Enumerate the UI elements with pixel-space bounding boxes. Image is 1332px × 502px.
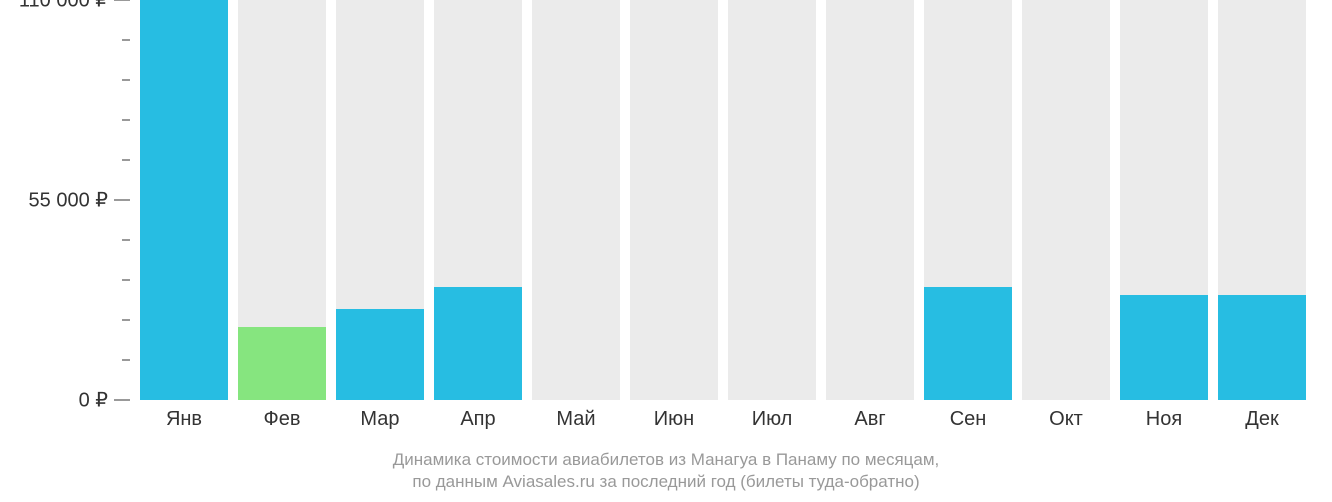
x-axis-label: Окт	[1022, 408, 1110, 431]
bar-value	[924, 287, 1012, 400]
bar-slot	[826, 0, 914, 400]
x-axis-label: Янв	[140, 408, 228, 431]
y-axis-label: 0 ₽	[79, 388, 108, 413]
price-by-month-chart: 0 ₽ 55 000 ₽ 110 000 ₽ Динамика стоимости …	[0, 0, 1332, 502]
caption-line-2: по данным Aviasales.ru за последний год …	[0, 470, 1332, 494]
caption-line-1: Динамика стоимости авиабилетов из Манагу…	[0, 448, 1332, 472]
bar-slot	[1022, 0, 1110, 400]
bar-background	[826, 0, 914, 400]
bar-value	[1120, 295, 1208, 400]
bar-slot	[728, 0, 816, 400]
bar-slot	[630, 0, 718, 400]
bar-background	[630, 0, 718, 400]
bar-slot	[924, 0, 1012, 400]
y-tick-minor	[122, 359, 130, 361]
bar-slot	[238, 0, 326, 400]
plot-area	[140, 0, 1320, 400]
x-axis-label: Фев	[238, 408, 326, 431]
y-tick-major	[114, 0, 130, 1]
x-axis-label: Мар	[336, 408, 424, 431]
x-axis-label: Апр	[434, 408, 522, 431]
y-axis: 0 ₽55 000 ₽110 000 ₽	[0, 0, 130, 400]
x-axis-label: Июл	[728, 408, 816, 431]
bar-value	[1218, 295, 1306, 400]
bar-slot	[434, 0, 522, 400]
x-axis-label: Июн	[630, 408, 718, 431]
y-tick-major	[114, 399, 130, 401]
bar-slot	[140, 0, 228, 400]
y-tick-minor	[122, 119, 130, 121]
bar-slot	[532, 0, 620, 400]
y-tick-minor	[122, 39, 130, 41]
y-tick-minor	[122, 319, 130, 321]
x-axis-label: Сен	[924, 408, 1012, 431]
bar-value	[434, 287, 522, 400]
y-axis-label: 55 000 ₽	[29, 188, 108, 213]
bar-value	[238, 327, 326, 400]
y-tick-major	[114, 199, 130, 201]
bar-background	[1022, 0, 1110, 400]
x-axis-label: Дек	[1218, 408, 1306, 431]
y-tick-minor	[122, 79, 130, 81]
y-axis-label: 110 000 ₽	[19, 0, 108, 13]
bar-slot	[1120, 0, 1208, 400]
bar-slot	[1218, 0, 1306, 400]
bar-value	[336, 309, 424, 400]
bar-slot	[336, 0, 424, 400]
x-axis-label: Май	[532, 408, 620, 431]
x-axis-label: Ноя	[1120, 408, 1208, 431]
bar-background	[728, 0, 816, 400]
y-tick-minor	[122, 279, 130, 281]
bar-background	[532, 0, 620, 400]
bar-value	[140, 0, 228, 400]
y-tick-minor	[122, 239, 130, 241]
x-axis-label: Авг	[826, 408, 914, 431]
y-tick-minor	[122, 159, 130, 161]
